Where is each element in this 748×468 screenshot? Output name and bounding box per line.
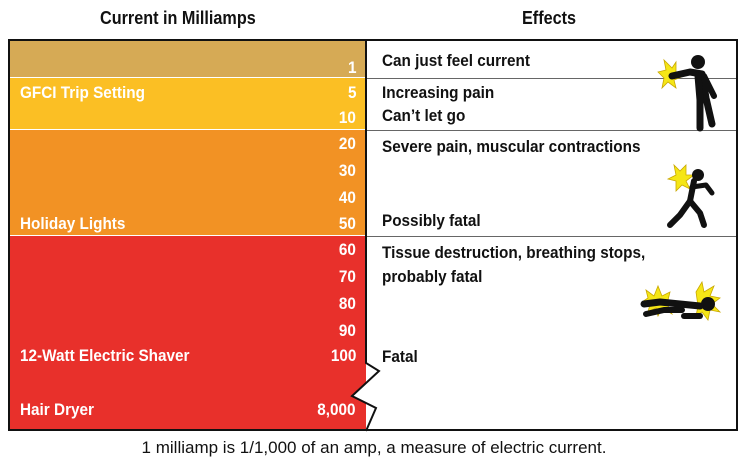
effect-increasing: Increasing pain bbox=[382, 83, 495, 102]
dryer-label: Hair Dryer bbox=[20, 400, 94, 419]
value-100: 100 bbox=[330, 346, 356, 365]
value-60: 60 bbox=[338, 240, 356, 259]
falling-person-icon bbox=[666, 163, 715, 228]
shaver-label: 12-Watt Electric Shaver bbox=[20, 346, 190, 365]
effect-tissue-2: probably fatal bbox=[382, 267, 483, 286]
footer-note: 1 milliamp is 1/1,000 of an amp, a measu… bbox=[141, 438, 607, 457]
effect-possibly-fatal: Possibly fatal bbox=[382, 211, 481, 230]
shocked-person-icon bbox=[657, 55, 717, 132]
value-1: 1 bbox=[347, 58, 356, 77]
effect-severe: Severe pain, muscular contractions bbox=[382, 137, 641, 156]
value-90: 90 bbox=[338, 321, 356, 340]
separator-1 bbox=[366, 78, 738, 79]
gfci-label: GFCI Trip Setting bbox=[20, 83, 145, 102]
value-30: 30 bbox=[338, 161, 356, 180]
effect-tissue-1: Tissue destruction, breathing stops, bbox=[382, 243, 646, 262]
holiday-label: Holiday Lights bbox=[20, 214, 126, 233]
current-header: Current in Milliamps bbox=[100, 8, 256, 28]
value-50: 50 bbox=[338, 214, 356, 233]
separator-3 bbox=[366, 236, 738, 237]
value-8000: 8,000 bbox=[317, 400, 356, 419]
effect-cant-let-go: Can’t let go bbox=[382, 106, 466, 125]
value-20: 20 bbox=[338, 134, 356, 153]
value-80: 80 bbox=[338, 294, 356, 313]
band-fatal bbox=[10, 236, 366, 431]
band-1ma bbox=[10, 41, 366, 78]
lying-person-icon bbox=[640, 280, 722, 321]
value-40: 40 bbox=[338, 188, 356, 207]
effect-fatal: Fatal bbox=[382, 347, 418, 366]
effects-header: Effects bbox=[522, 8, 577, 28]
value-70: 70 bbox=[338, 267, 356, 286]
current-column: 1 5 10 20 30 40 50 60 70 80 90 100 8,000… bbox=[10, 41, 366, 431]
value-5: 5 bbox=[347, 83, 356, 102]
value-10: 10 bbox=[338, 108, 356, 127]
separator-2 bbox=[366, 130, 738, 131]
effect-feel: Can just feel current bbox=[382, 51, 530, 70]
band-gfci bbox=[10, 78, 366, 130]
band-severe bbox=[10, 130, 366, 236]
